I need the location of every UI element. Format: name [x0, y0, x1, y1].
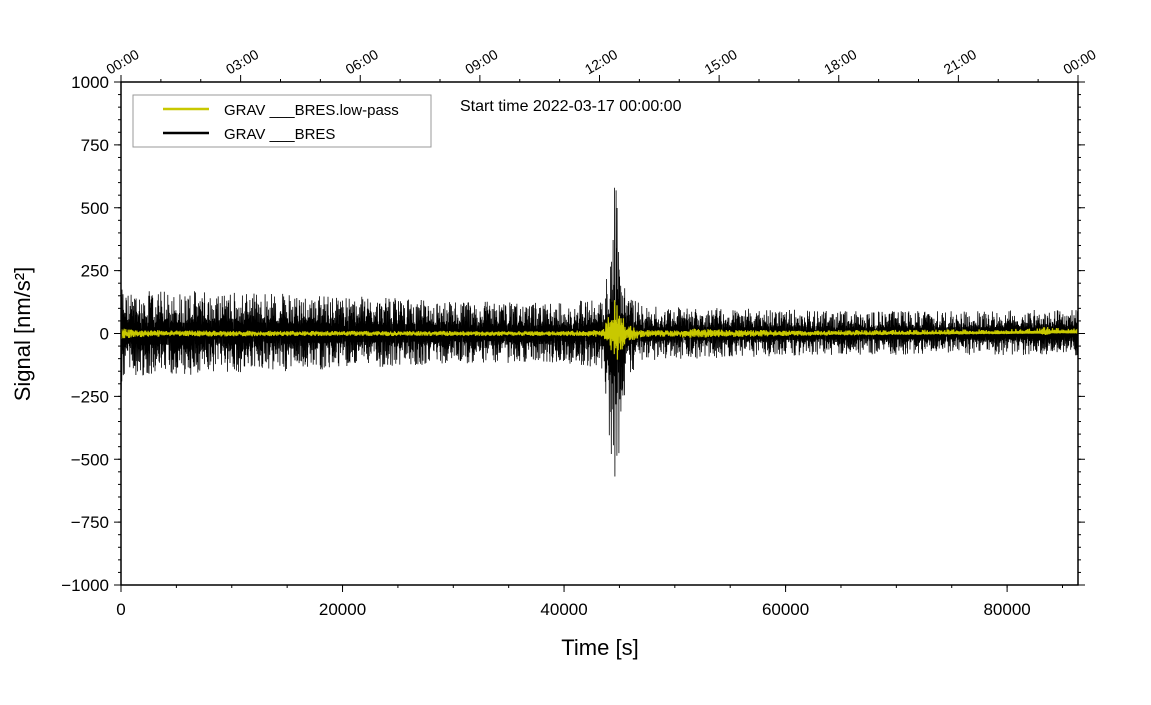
top-tick-label: 09:00: [462, 46, 501, 77]
top-tick-label: 00:00: [1060, 46, 1099, 77]
top-tick-label: 06:00: [343, 46, 382, 77]
legend-label-raw: GRAV ___BRES: [224, 126, 335, 143]
legend-box: [132, 94, 432, 148]
top-tick-label: 18:00: [821, 46, 860, 77]
top-tick-label: 12:00: [582, 46, 621, 77]
y-tick-label: 0: [100, 325, 109, 344]
y-tick-label: −250: [71, 387, 109, 406]
x-tick-label: 80000: [983, 600, 1030, 619]
y-tick-label: −1000: [61, 576, 109, 595]
x-tick-label: 0: [116, 600, 125, 619]
traces: [120, 187, 1079, 477]
x-tick-label: 60000: [762, 600, 809, 619]
y-axis-label: Signal [nm/s²]: [10, 267, 35, 402]
x-axis-label: Time [s]: [561, 635, 638, 660]
raw-trace: [120, 187, 1079, 477]
legend-label-lowpass: GRAV ___BRES.low-pass: [224, 102, 399, 119]
y-tick-label: −500: [71, 450, 109, 469]
legend: GRAV ___BRES.low-pass GRAV ___BRES: [132, 94, 432, 148]
x-tick-label: 40000: [540, 600, 587, 619]
y-tick-label: 1000: [71, 73, 109, 92]
x-tick-label: 20000: [319, 600, 366, 619]
y-tick-label: −750: [71, 513, 109, 532]
top-tick-label: 03:00: [223, 46, 262, 77]
y-tick-label: 750: [81, 136, 109, 155]
top-tick-label: 00:00: [103, 46, 142, 77]
y-tick-label: 250: [81, 262, 109, 281]
y-tick-label: 500: [81, 199, 109, 218]
lowpass-trace: [120, 300, 1079, 360]
top-tick-label: 15:00: [701, 46, 740, 77]
start-time-annotation: Start time 2022-03-17 00:00:00: [460, 98, 682, 115]
top-tick-label: 21:00: [941, 46, 980, 77]
